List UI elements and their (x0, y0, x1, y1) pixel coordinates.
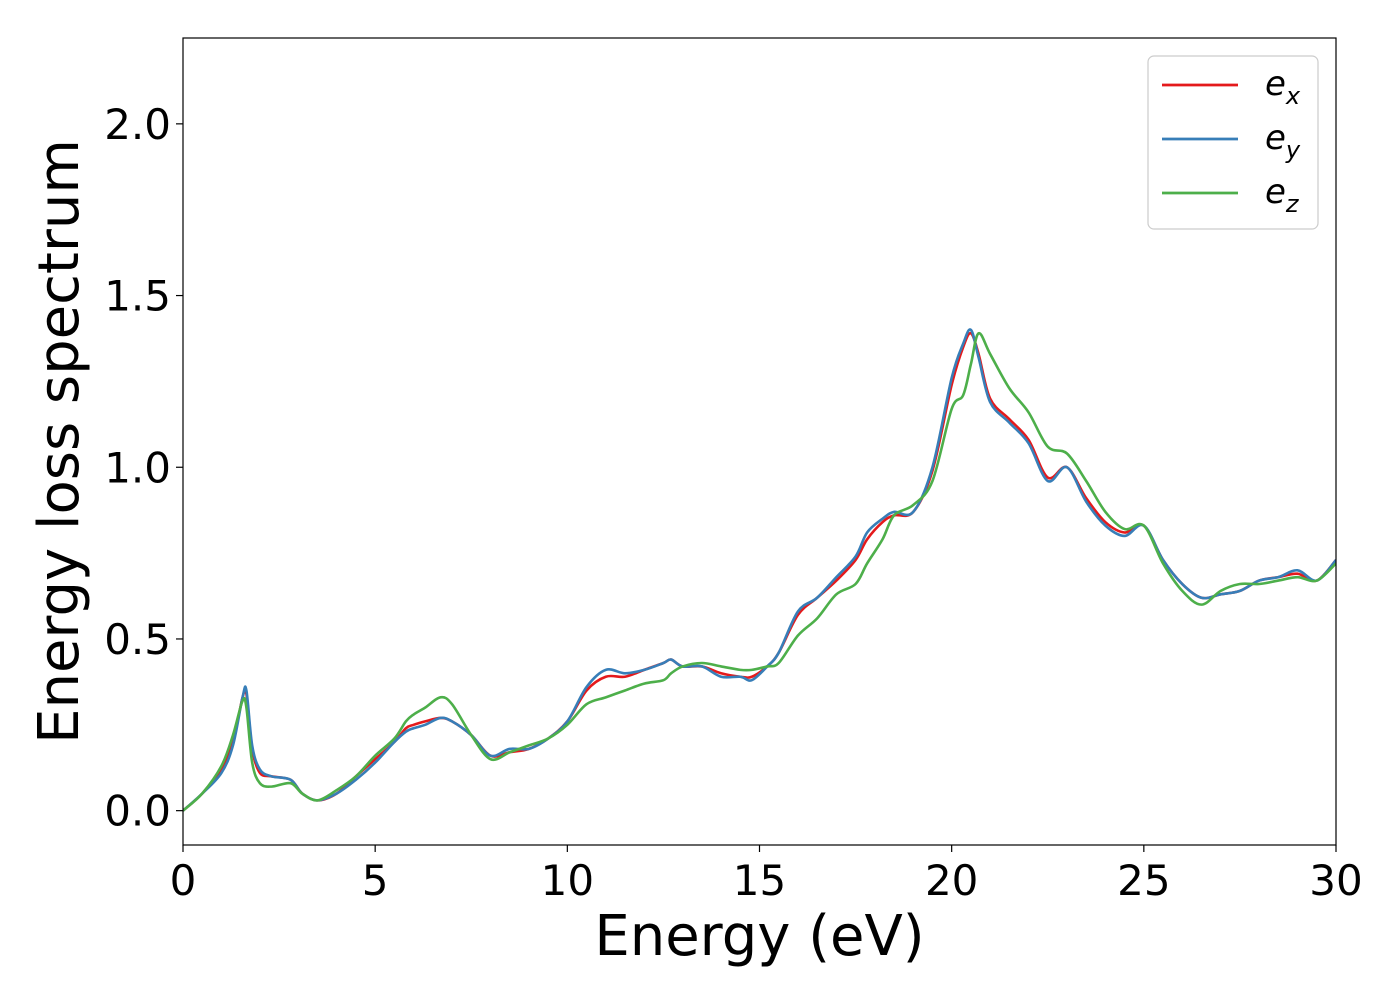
x-tick-label: 20 (925, 856, 978, 905)
series-line-e-x (183, 331, 1336, 812)
x-tick-label: 5 (362, 856, 389, 905)
x-axis-label: Energy (eV) (594, 904, 924, 969)
legend-entry: ey (1265, 118, 1301, 164)
legend: ex ey ez (1147, 55, 1319, 230)
x-tick-label: 30 (1309, 856, 1362, 905)
y-tick-label: 2.0 (104, 100, 171, 149)
y-axis-label: Energy loss spectrum (27, 139, 92, 744)
y-tick-label: 1.5 (104, 272, 171, 321)
y-tick-label: 1.0 (104, 443, 171, 492)
x-tick-label: 0 (170, 856, 197, 905)
x-tick-label: 15 (733, 856, 786, 905)
y-axis-ticks: 0.0 0.5 1.0 1.5 2.0 (104, 100, 183, 836)
plot-lines (183, 328, 1336, 812)
legend-entry: ex (1265, 64, 1301, 110)
series-line-e-y (183, 328, 1336, 812)
legend-box (1147, 55, 1319, 230)
x-axis-ticks: 0 5 10 15 20 25 30 (170, 845, 1363, 905)
x-tick-label: 10 (541, 856, 594, 905)
y-tick-label: 0.5 (104, 615, 171, 664)
y-tick-label: 0.0 (104, 787, 171, 836)
legend-entry: ez (1265, 172, 1300, 218)
series-line-e-z (183, 332, 1336, 812)
x-tick-label: 25 (1117, 856, 1170, 905)
